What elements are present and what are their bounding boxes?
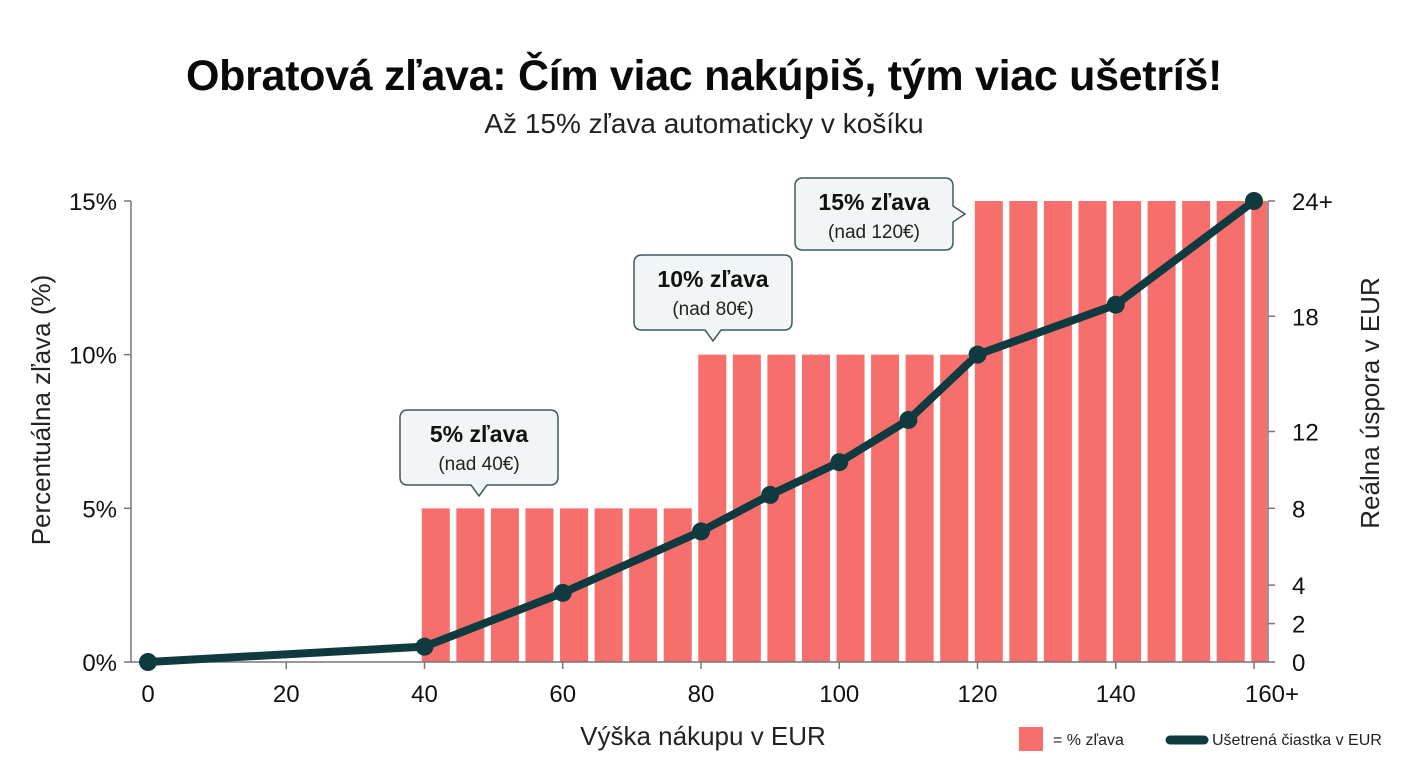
discount-bar bbox=[698, 354, 727, 662]
callout-title: 10% zľava bbox=[657, 266, 768, 292]
y2-tick-label: 12 bbox=[1292, 420, 1319, 447]
discount-bar bbox=[663, 508, 692, 662]
discount-bar bbox=[767, 354, 796, 662]
discount-bar bbox=[1078, 201, 1107, 662]
discount-bar bbox=[940, 354, 969, 662]
x-tick-label: 160+ bbox=[1245, 681, 1299, 708]
discount-bar bbox=[801, 354, 830, 662]
savings-point bbox=[761, 485, 780, 504]
legend-bar-swatch bbox=[1019, 727, 1043, 751]
callout-text: (nad 40€) bbox=[438, 454, 519, 475]
y2-tick-label: 24+ bbox=[1292, 189, 1333, 216]
y2-axis-title: Reálna úspora v EUR bbox=[1355, 277, 1385, 528]
y-tick-label: 5% bbox=[82, 496, 117, 523]
savings-point bbox=[692, 522, 710, 541]
discount-bar bbox=[456, 508, 485, 662]
savings-point bbox=[968, 345, 987, 364]
discount-bar bbox=[1251, 201, 1267, 662]
legend-line-label: Ušetrená čiastka v EUR bbox=[1212, 732, 1382, 749]
discount-bar bbox=[1043, 201, 1072, 662]
legend-bar-label: = % zľava bbox=[1053, 732, 1124, 749]
y2-tick-label: 8 bbox=[1292, 496, 1305, 523]
chart-title: Obratová zľava: Čím viac nakúpiš, tým vi… bbox=[185, 52, 1223, 100]
discount-bar bbox=[836, 354, 865, 662]
x-tick-label: 100 bbox=[819, 681, 859, 708]
y2-tick-label: 4 bbox=[1292, 573, 1305, 600]
savings-line bbox=[144, 197, 1258, 666]
y-tick-label: 0% bbox=[82, 650, 117, 677]
savings-point bbox=[415, 637, 434, 656]
y2-tick-label: 0 bbox=[1292, 650, 1305, 677]
callout-title: 5% zľava bbox=[430, 421, 529, 447]
discount-bar bbox=[594, 508, 623, 662]
savings-point bbox=[139, 653, 157, 671]
discount-bar bbox=[974, 201, 1003, 662]
x-tick-label: 60 bbox=[549, 681, 576, 708]
callout-text: (nad 80€) bbox=[672, 299, 753, 320]
discount-bar bbox=[629, 508, 658, 662]
callout-text: (nad 120€) bbox=[828, 222, 920, 243]
callout-box bbox=[794, 177, 967, 251]
savings-point bbox=[830, 453, 849, 472]
savings-point bbox=[899, 410, 918, 429]
x-tick-label: 120 bbox=[957, 681, 997, 708]
discount-bar bbox=[871, 354, 900, 662]
discount-bar bbox=[1009, 201, 1038, 662]
discount-bar bbox=[1113, 201, 1142, 662]
x-tick-label: 0 bbox=[141, 681, 154, 708]
callout-title: 15% zľava bbox=[818, 189, 929, 215]
x-tick-label: 20 bbox=[273, 681, 300, 708]
discount-bar bbox=[1182, 201, 1211, 662]
y2-tick-label: 2 bbox=[1292, 612, 1305, 639]
x-tick-label: 40 bbox=[411, 681, 438, 708]
callout-box bbox=[399, 409, 559, 498]
y-axis-title: Percentuálna zľava (%) bbox=[26, 275, 56, 546]
savings-point bbox=[1106, 295, 1125, 314]
y-tick-label: 10% bbox=[69, 343, 117, 370]
x-axis-title: Výška nákupu v EUR bbox=[580, 721, 826, 751]
x-tick-label: 80 bbox=[688, 681, 715, 708]
chart-subtitle: Až 15% zľava automaticky v košíku bbox=[484, 108, 924, 139]
callout-box bbox=[633, 254, 793, 343]
y-tick-label: 15% bbox=[69, 189, 117, 216]
savings-point bbox=[1245, 192, 1263, 210]
y2-tick-label: 18 bbox=[1292, 304, 1319, 331]
discount-bar bbox=[1216, 201, 1245, 662]
savings-point bbox=[553, 583, 572, 602]
x-tick-label: 140 bbox=[1096, 681, 1136, 708]
discount-bar bbox=[490, 508, 519, 662]
discount-bar bbox=[525, 508, 554, 662]
